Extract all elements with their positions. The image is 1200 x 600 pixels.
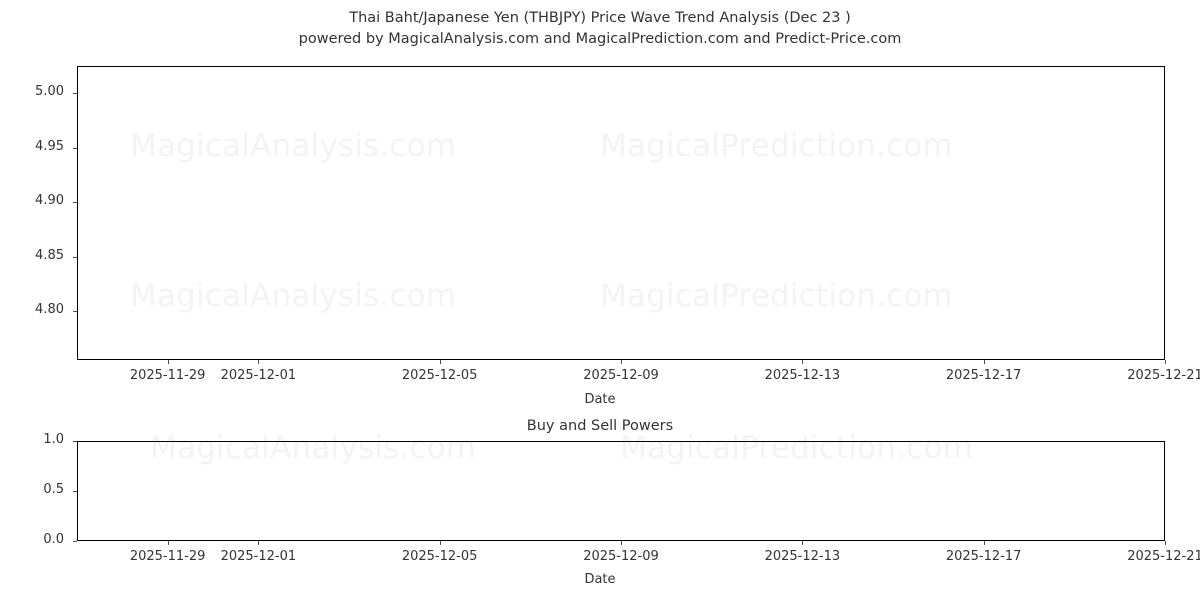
signal-x-tick-label: 2025-12-17: [945, 549, 1022, 564]
price-x-tick-mark: [258, 360, 260, 364]
signal-x-tick-mark: [167, 541, 169, 545]
price-x-tick-label: 2025-12-13: [764, 368, 841, 383]
price-x-tick-label: 2025-12-09: [583, 368, 659, 383]
price-y-tick-label: 4.90: [35, 193, 64, 209]
price-x-tick-mark: [167, 360, 169, 364]
signal-x-tick-mark: [983, 541, 985, 545]
price-y-tick-label: 4.85: [35, 247, 64, 263]
signal-x-tick-label: 2025-11-29: [129, 549, 206, 564]
signal-x-axis-label: Date: [584, 572, 616, 587]
signal-y-tick-label: 0.5: [43, 482, 64, 497]
signal-y-tick-label: 1.0: [43, 432, 64, 447]
signal-x-tick-label: 2025-12-01: [220, 549, 297, 564]
price-x-tick-label: 2025-12-21: [1127, 368, 1200, 383]
price-x-tick-label: 2025-11-29: [129, 368, 206, 383]
price-x-tick-mark: [983, 360, 985, 364]
price-x-tick-mark: [621, 360, 622, 364]
signal-x-tick-label: 2025-12-13: [764, 549, 841, 564]
signal-x-tick-mark: [1165, 541, 1166, 545]
signal-x-tick-mark: [621, 541, 622, 545]
signal-x-tick-label: 2025-12-05: [401, 549, 478, 564]
signal-y-tick-mark: [73, 491, 77, 492]
price-x-tick-mark: [1165, 360, 1166, 364]
signal-y-tick-mark: [73, 441, 77, 442]
price-x-axis-label: Date: [584, 392, 616, 407]
signal-x-tick-label: 2025-12-09: [583, 549, 659, 564]
signal-axes-frame: [77, 441, 1165, 541]
price-y-tick-label: 4.95: [35, 138, 64, 154]
signal-x-tick-mark: [802, 541, 804, 545]
price-chart-panel: [77, 66, 1165, 360]
price-axes-frame: [77, 66, 1165, 360]
page-subtitle: powered by MagicalAnalysis.com and Magic…: [298, 31, 902, 47]
price-x-tick-label: 2025-12-05: [401, 368, 478, 383]
signal-chart-panel: [77, 441, 1165, 541]
price-x-tick-mark: [439, 360, 441, 364]
signal-x-tick-mark: [258, 541, 260, 545]
chart-title-block: Thai Baht/Japanese Yen (THBJPY) Price Wa…: [0, 8, 1200, 50]
price-y-tick-mark: [73, 256, 77, 258]
price-y-tick-label: 5.00: [35, 84, 64, 100]
price-x-tick-label: 2025-12-17: [945, 368, 1022, 383]
signal-y-tick-mark: [73, 541, 77, 542]
price-x-tick-label: 2025-12-01: [220, 368, 297, 383]
price-y-tick-mark: [73, 93, 77, 95]
signal-x-tick-label: 2025-12-21: [1127, 549, 1200, 564]
signal-chart-title: Buy and Sell Powers: [526, 418, 674, 434]
signal-y-tick-label: 0.0: [43, 532, 64, 547]
price-y-tick-mark: [73, 147, 77, 149]
signal-x-tick-mark: [439, 541, 441, 545]
price-x-tick-mark: [802, 360, 804, 364]
page-title: Thai Baht/Japanese Yen (THBJPY) Price Wa…: [349, 10, 851, 26]
price-y-tick-mark: [73, 311, 77, 312]
price-y-tick-label: 4.80: [35, 302, 64, 317]
price-y-tick-mark: [73, 202, 77, 204]
